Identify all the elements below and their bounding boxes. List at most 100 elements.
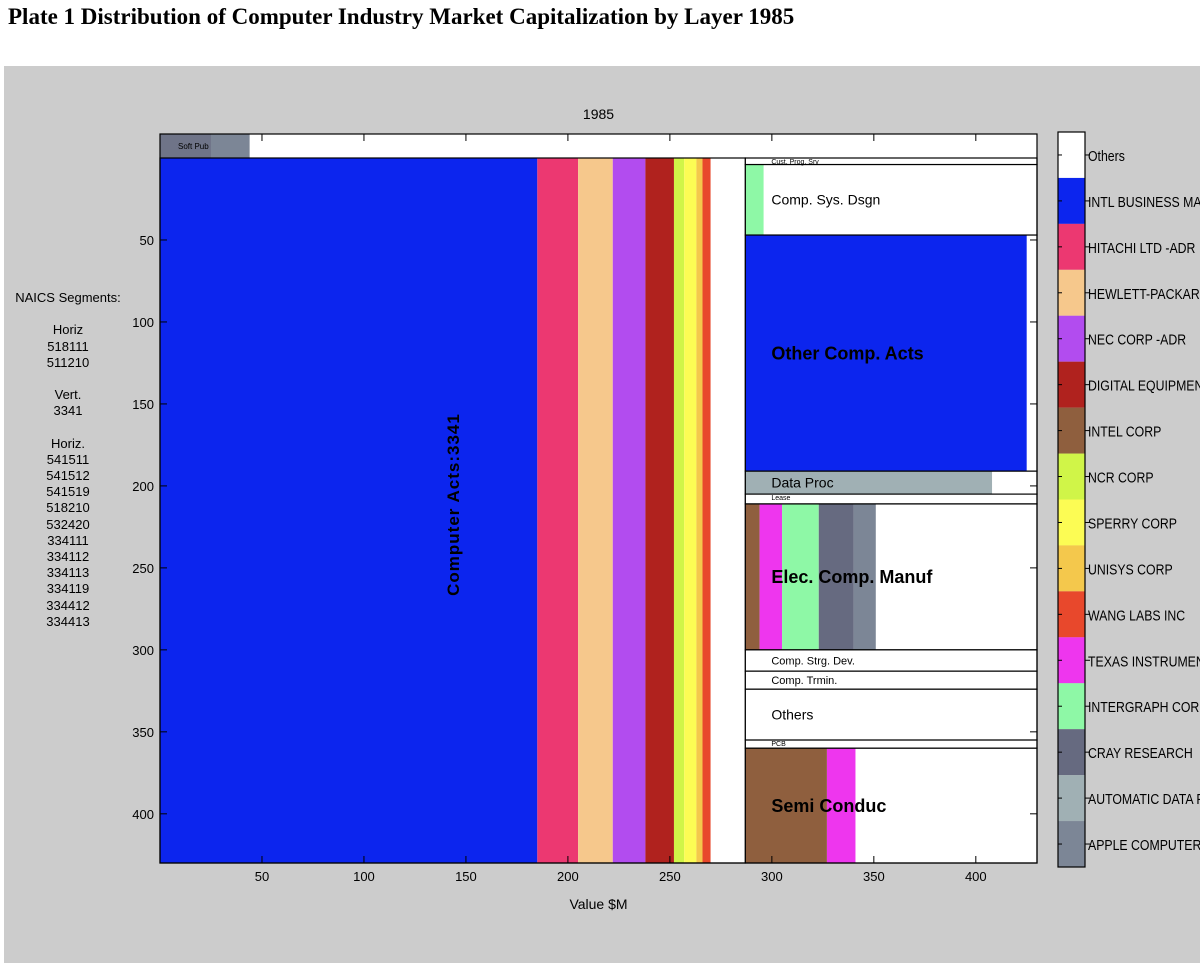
layer-label: Other Comp. Acts bbox=[771, 343, 923, 363]
naics-code: 3341 bbox=[53, 403, 83, 419]
legend-swatch bbox=[1058, 591, 1085, 638]
strip-segment bbox=[210, 134, 250, 158]
treemap-segment bbox=[745, 740, 1037, 749]
x-tick-label: 100 bbox=[353, 869, 375, 884]
legend-entry: SPERRY CORP bbox=[1088, 515, 1177, 531]
layer-label: Computer Acts:3341 bbox=[444, 413, 463, 596]
legend-swatch bbox=[1058, 269, 1085, 316]
legend-swatch bbox=[1058, 407, 1085, 454]
treemap-segment bbox=[673, 158, 685, 863]
naics-group-label: Horiz bbox=[52, 322, 84, 338]
treemap-segment bbox=[763, 164, 1037, 236]
y-tick-label: 300 bbox=[132, 643, 154, 658]
x-axis-label: Value $M bbox=[569, 896, 627, 912]
legend-swatch bbox=[1058, 775, 1085, 822]
legend-entry: HEWLETT-PACKARI bbox=[1088, 286, 1200, 302]
treemap-segment bbox=[645, 158, 674, 863]
naics-group-label: Horiz. bbox=[51, 435, 85, 451]
naics-code: 334413 bbox=[46, 613, 90, 629]
treemap-segment bbox=[759, 503, 783, 650]
treemap-segment bbox=[702, 158, 711, 863]
strip-segment bbox=[160, 134, 211, 158]
y-tick-label: 200 bbox=[132, 479, 154, 494]
treemap-segment bbox=[684, 158, 697, 863]
legend-entry: DIGITAL EQUIPMEN bbox=[1088, 378, 1200, 394]
legend-entry: NEC CORP -ADR bbox=[1088, 332, 1186, 348]
treemap-segment bbox=[578, 158, 613, 863]
treemap-segment bbox=[745, 649, 1037, 672]
treemap-segment bbox=[745, 748, 827, 863]
x-tick-label: 300 bbox=[761, 869, 783, 884]
layer-label: Elec. Comp. Manuf bbox=[771, 567, 933, 587]
plot-area: Soft Pub Computer Acts:3341 Cust. Prog. Sr… bbox=[159, 134, 1038, 864]
treemap-segment bbox=[826, 748, 856, 863]
layer-label: Semi Conduc bbox=[771, 796, 886, 816]
treemap-segment bbox=[745, 689, 1037, 741]
legend-swatch bbox=[1058, 637, 1085, 684]
layer-label: Cust. Prog. Srv bbox=[771, 159, 819, 166]
naics-code: 532420 bbox=[46, 516, 90, 532]
treemap-segment bbox=[782, 503, 819, 650]
treemap-segment bbox=[696, 158, 703, 863]
plate-title: Plate 1 Distribution of Computer Industr… bbox=[8, 4, 795, 29]
y-tick-label: 100 bbox=[132, 315, 154, 330]
layer-label: Data Proc bbox=[771, 475, 833, 491]
legend-entry: TEXAS INSTRUMEN bbox=[1088, 653, 1200, 669]
y-tick-label: 400 bbox=[132, 807, 154, 822]
naics-code: 511210 bbox=[46, 354, 90, 370]
naics-code: 541512 bbox=[46, 468, 90, 484]
legend-swatch bbox=[1058, 453, 1085, 500]
naics-heading: NAICS Segments: bbox=[15, 290, 121, 305]
x-tick-label: 250 bbox=[659, 869, 681, 884]
naics-code: 541511 bbox=[46, 451, 90, 467]
chart-title: 1985 bbox=[583, 106, 614, 122]
legend-swatch bbox=[1058, 821, 1085, 867]
x-tick-label: 150 bbox=[455, 869, 477, 884]
legend: Others INTL BUSINESS MA HITACHI LTD -ADR HE… bbox=[1057, 131, 1200, 868]
treemap-segment bbox=[745, 494, 1037, 504]
layer-label: PCB bbox=[771, 741, 786, 748]
naics-code: 334412 bbox=[46, 597, 90, 613]
naics-segments-panel: NAICS Segments: Horiz 518111 511210 Vert… bbox=[12, 290, 124, 630]
naics-code: 518210 bbox=[46, 500, 90, 516]
treemap-segment bbox=[745, 235, 1027, 472]
naics-group-label: Vert. bbox=[54, 387, 82, 403]
treemap-segment bbox=[875, 503, 1037, 650]
legend-entry: APPLE COMPUTER bbox=[1088, 837, 1200, 853]
naics-code: 541519 bbox=[46, 484, 90, 500]
treemap-segment bbox=[745, 471, 993, 495]
legend-swatch bbox=[1058, 223, 1085, 270]
legend-entry: HITACHI LTD -ADR bbox=[1088, 240, 1195, 256]
treemap-segment bbox=[745, 164, 764, 236]
treemap-segment bbox=[818, 503, 854, 650]
legend-swatch bbox=[1058, 499, 1085, 546]
legend-swatch bbox=[1058, 361, 1085, 408]
plot-frame bbox=[159, 133, 1038, 864]
legend-entry: AUTOMATIC DATA F bbox=[1088, 791, 1200, 807]
legend-entry: NCR CORP bbox=[1088, 469, 1154, 485]
legend-entry: Others bbox=[1088, 148, 1125, 164]
treemap-segment bbox=[160, 158, 538, 863]
legend-entry: INTEL CORP bbox=[1088, 423, 1161, 439]
legend-swatch bbox=[1058, 683, 1085, 730]
treemap-segment bbox=[853, 503, 876, 650]
legend-swatch bbox=[1058, 177, 1085, 224]
treemap-segment bbox=[745, 671, 1037, 690]
y-tick-label: 50 bbox=[140, 233, 154, 248]
y-tick-label: 250 bbox=[132, 561, 154, 576]
legend-entry: CRAY RESEARCH bbox=[1088, 745, 1193, 761]
treemap-segment bbox=[1026, 235, 1037, 472]
legend-entry: WANG LABS INC bbox=[1088, 607, 1185, 623]
x-tick-label: 350 bbox=[863, 869, 885, 884]
y-tick-label: 350 bbox=[132, 725, 154, 740]
treemap-segment bbox=[710, 158, 746, 863]
figure-panel: NAICS Segments: Horiz 518111 511210 Vert… bbox=[4, 66, 1200, 963]
y-tick-label: 150 bbox=[132, 397, 154, 412]
treemap-segment bbox=[537, 158, 579, 863]
strip-segment bbox=[249, 134, 1038, 158]
x-tick-label: 50 bbox=[255, 869, 269, 884]
strip-label: Soft Pub bbox=[178, 142, 209, 151]
layer-label: Comp. Sys. Dsgn bbox=[771, 192, 880, 208]
legend-swatch bbox=[1058, 315, 1085, 362]
treemap-segment bbox=[612, 158, 646, 863]
